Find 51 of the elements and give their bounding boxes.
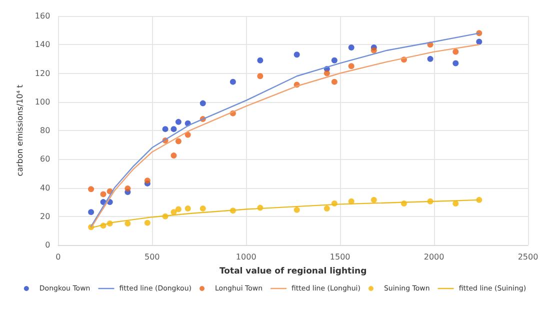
point [324, 70, 330, 76]
point [476, 38, 482, 45]
point [88, 209, 94, 216]
y-axis-title: carbon emissions/10⁴ t [16, 84, 24, 176]
point [331, 78, 338, 85]
point [175, 118, 182, 125]
point [348, 44, 354, 50]
x-tick-label: 2000 [424, 252, 444, 262]
point [331, 57, 338, 64]
point [257, 57, 264, 64]
point [175, 138, 182, 144]
x-tick-label: 1500 [330, 252, 350, 262]
point [348, 63, 354, 70]
point [452, 48, 459, 55]
y-tick-label: 100 [34, 97, 50, 106]
point [184, 132, 191, 138]
point [324, 206, 330, 212]
y-tick-label: 140 [34, 40, 50, 50]
y-tick-label: 80 [40, 126, 50, 135]
point [294, 52, 300, 58]
point [200, 100, 206, 106]
point [370, 47, 377, 54]
y-tick-label: 20 [40, 212, 50, 221]
y-tick-label: 160 [34, 12, 50, 20]
y-tick-label: 120 [34, 68, 50, 78]
x-tick-label: 1000 [236, 252, 256, 262]
point [100, 191, 106, 198]
point [175, 206, 182, 212]
point [230, 78, 236, 85]
point [257, 73, 264, 80]
point [184, 206, 191, 212]
x-tick-label: 0 [56, 252, 61, 262]
y-tick-label: 60 [40, 154, 50, 164]
x-tick-label: 2500 [518, 252, 538, 262]
y-tick-label: 40 [40, 183, 50, 192]
x-tick-label: 500 [144, 252, 160, 262]
point [452, 60, 459, 66]
point [144, 220, 150, 226]
point [370, 196, 377, 203]
point [88, 186, 94, 192]
point [170, 126, 177, 132]
point [200, 206, 206, 212]
y-tick-label: 0 [45, 240, 50, 250]
point [162, 126, 168, 132]
point [144, 178, 150, 184]
point [124, 220, 131, 227]
point [170, 152, 177, 159]
point [124, 185, 131, 192]
point [294, 206, 300, 213]
x-axis-title: Total value of regional lighting [219, 266, 367, 276]
point [427, 56, 434, 62]
